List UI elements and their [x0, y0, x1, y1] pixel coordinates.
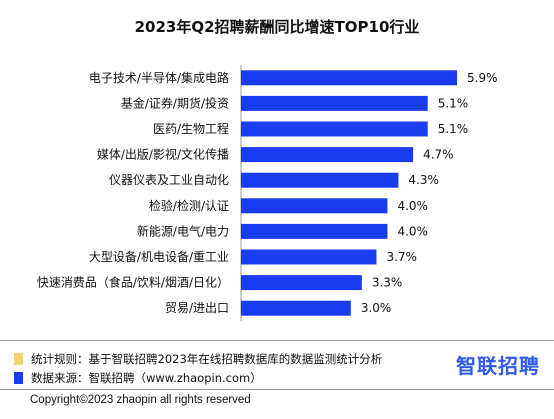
value-label: 4.0% — [397, 199, 428, 213]
source-swatch — [14, 372, 23, 384]
value-label: 3.0% — [361, 301, 392, 315]
category-label: 仪器仪表及工业自动化 — [109, 173, 229, 187]
value-label: 4.7% — [423, 148, 454, 162]
bar-chart: 电子技术/半导体/集成电路 5.9% 基金/证券/期货/投资 5.1% 医药/生物工程 5… — [37, 65, 498, 321]
value-label: 5.9% — [467, 71, 498, 85]
category-label: 电子技术/半导体/集成电路 — [89, 70, 229, 85]
footer-divider — [0, 389, 554, 390]
bar — [241, 249, 377, 265]
rule-note: 统计规则：基于智联招聘2023年在线招聘数据库的数据监测统计分析 — [14, 351, 382, 367]
bar — [241, 198, 388, 214]
category-label: 媒体/出版/影视/文化传播 — [97, 147, 229, 162]
bar — [241, 223, 388, 239]
source-note: 数据来源：智联招聘（www.zhaopin.com） — [14, 370, 262, 386]
value-label: 3.3% — [372, 276, 403, 290]
category-label: 基金/证券/期货/投资 — [121, 95, 229, 110]
source-text: 数据来源：智联招聘（www.zhaopin.com） — [31, 371, 262, 385]
bar — [241, 300, 351, 316]
bar — [241, 95, 428, 111]
bar — [241, 121, 428, 137]
category-label: 大型设备/机电设备/重工业 — [89, 250, 229, 264]
category-label: 新能源/电气/电力 — [137, 223, 229, 238]
value-label: 5.1% — [438, 122, 469, 136]
zhaopin-logo: 智联招聘 — [456, 354, 540, 378]
value-label: 4.0% — [397, 224, 428, 238]
value-label: 5.1% — [438, 96, 469, 110]
value-label: 4.3% — [408, 173, 439, 187]
value-label: 3.7% — [386, 250, 417, 264]
rule-text: 统计规则：基于智联招聘2023年在线招聘数据库的数据监测统计分析 — [31, 352, 383, 366]
category-label: 检验/检测/认证 — [149, 198, 229, 213]
rule-swatch — [14, 353, 23, 365]
category-label: 医药/生物工程 — [153, 121, 229, 136]
notes-divider — [0, 340, 554, 341]
bar — [241, 70, 457, 86]
category-label: 快速消费品（食品/饮料/烟酒/日化） — [37, 275, 229, 290]
bar — [241, 172, 399, 188]
category-label: 贸易/进出口 — [165, 301, 229, 315]
chart-title: 2023年Q2招聘薪酬同比增速TOP10行业 — [134, 18, 420, 36]
bar — [241, 275, 362, 291]
bar — [241, 147, 414, 163]
copyright-text: Copyright©2023 zhaopin all rights reserv… — [30, 394, 251, 406]
